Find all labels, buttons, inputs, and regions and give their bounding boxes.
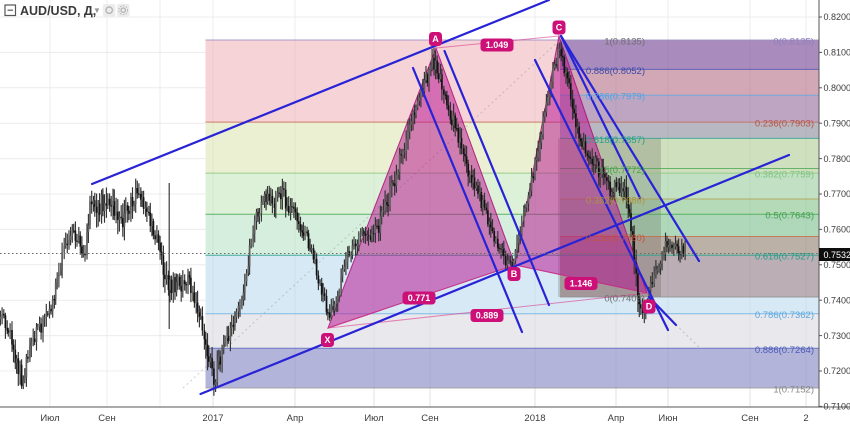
svg-text:0.236(0.7580): 0.236(0.7580)	[586, 233, 645, 244]
svg-text:0(0.8135): 0(0.8135)	[773, 37, 814, 48]
svg-text:2017: 2017	[202, 413, 223, 424]
svg-text:X: X	[324, 335, 330, 345]
svg-text:A: A	[432, 34, 439, 44]
svg-text:0.8000: 0.8000	[824, 83, 850, 93]
svg-text:0.8200: 0.8200	[824, 12, 850, 22]
svg-text:Сен: Сен	[421, 413, 438, 424]
svg-text:0.7400: 0.7400	[824, 295, 850, 305]
svg-text:0(0.7409): 0(0.7409)	[604, 294, 645, 305]
svg-text:0.7200: 0.7200	[824, 366, 850, 376]
svg-text:AUD/USD, Д,: AUD/USD, Д,	[20, 4, 96, 18]
svg-text:0.382(0.7759): 0.382(0.7759)	[755, 170, 814, 181]
svg-text:0.786(0.7362): 0.786(0.7362)	[755, 310, 814, 321]
svg-text:0.7532: 0.7532	[824, 250, 850, 260]
svg-text:1.049: 1.049	[486, 40, 509, 50]
svg-text:0.889: 0.889	[476, 311, 499, 321]
svg-text:0.618(0.7527): 0.618(0.7527)	[755, 252, 814, 263]
svg-text:0.5(0.7643): 0.5(0.7643)	[765, 211, 814, 222]
svg-text:Июл: Июл	[364, 413, 383, 424]
svg-text:0.236(0.7903): 0.236(0.7903)	[755, 119, 814, 130]
svg-text:0.5(0.7772): 0.5(0.7772)	[596, 165, 645, 176]
svg-text:Сен: Сен	[741, 413, 758, 424]
svg-text:Июн: Июн	[658, 413, 677, 424]
svg-text:D: D	[646, 302, 653, 312]
svg-text:0.7600: 0.7600	[824, 225, 850, 235]
svg-text:B: B	[511, 269, 518, 279]
svg-text:Сен: Сен	[98, 413, 115, 424]
svg-text:0.8100: 0.8100	[824, 48, 850, 58]
svg-text:0.7100: 0.7100	[824, 402, 850, 412]
svg-text:0.886(0.8052): 0.886(0.8052)	[586, 66, 645, 77]
svg-text:2: 2	[803, 413, 808, 424]
svg-text:1.146: 1.146	[570, 279, 593, 289]
svg-text:0.7900: 0.7900	[824, 118, 850, 128]
svg-text:Июл: Июл	[40, 413, 59, 424]
svg-text:2018: 2018	[524, 413, 545, 424]
svg-text:0.786(0.7979): 0.786(0.7979)	[586, 92, 645, 103]
svg-text:0.7800: 0.7800	[824, 154, 850, 164]
svg-text:0.382(0.7686): 0.382(0.7686)	[586, 195, 645, 206]
svg-text:0.7300: 0.7300	[824, 331, 850, 341]
svg-text:0.618(0.7857): 0.618(0.7857)	[586, 135, 645, 146]
svg-text:0.7500: 0.7500	[824, 260, 850, 270]
svg-text:C: C	[556, 23, 563, 33]
svg-text:Апр: Апр	[287, 413, 304, 424]
svg-text:1(0.7152): 1(0.7152)	[773, 384, 814, 395]
svg-text:Апр: Апр	[608, 413, 625, 424]
svg-text:0.7700: 0.7700	[824, 189, 850, 199]
svg-text:0.886(0.7264): 0.886(0.7264)	[755, 345, 814, 356]
svg-text:0.771: 0.771	[408, 293, 431, 303]
svg-text:1(0.8135): 1(0.8135)	[604, 37, 645, 48]
svg-text:▼: ▼	[93, 6, 101, 15]
